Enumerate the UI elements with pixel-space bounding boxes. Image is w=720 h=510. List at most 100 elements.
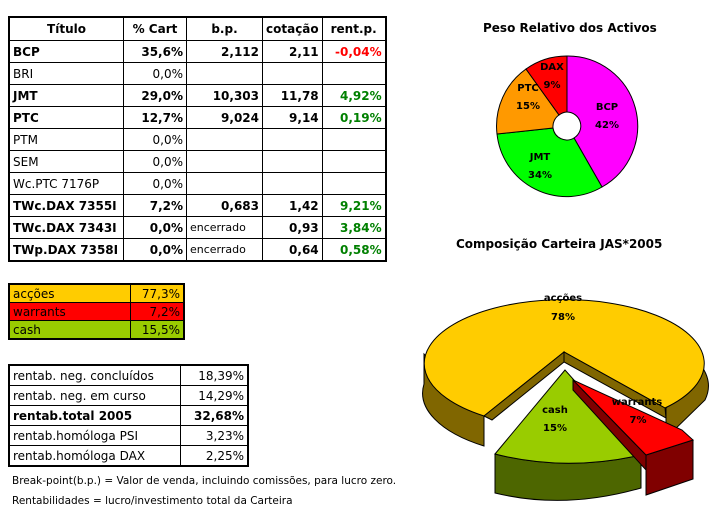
cell-rent: 9,21%	[321, 194, 387, 217]
cell-cart: 0,0%	[123, 128, 187, 151]
pie-3d-chart: acções 78% cash 15% warrants 7%	[422, 293, 709, 501]
cell-cart: 0,0%	[123, 150, 187, 173]
cell-bp: 2,112	[186, 40, 263, 63]
table-row: PTC 12,7% 9,024 9,14 0,19%	[8, 106, 387, 129]
cell-bp	[186, 62, 263, 85]
allocation-value: 77,3%	[130, 283, 185, 303]
table-row: PTM 0,0%	[8, 128, 387, 151]
header-rent: rent.p.	[321, 16, 387, 41]
returns-row: rentab.homóloga PSI 3,23%	[8, 425, 249, 446]
slice-bcp	[566, 55, 639, 188]
cell-bp: encerrado	[186, 238, 263, 262]
table-row: TWp.DAX 7358I 0,0% encerrado 0,64 0,58%	[8, 238, 387, 262]
table-row: BCP 35,6% 2,112 2,11 -0,04%	[8, 40, 387, 63]
holdings-table: Título % Cart b.p. cotação rent.p. BCP 35…	[8, 16, 387, 262]
returns-value: 32,68%	[180, 405, 249, 426]
returns-value: 18,39%	[180, 364, 249, 386]
slice-dax	[525, 55, 568, 116]
label-jmt: JMT	[529, 152, 551, 163]
cell-rent: 4,92%	[321, 84, 387, 107]
cell-cart: 12,7%	[123, 106, 187, 129]
cell-cotacao	[262, 128, 323, 151]
chart-title-peso: Peso Relativo dos Activos	[483, 21, 657, 35]
chart-title-composicao: Composição Carteira JAS*2005	[456, 237, 663, 251]
label-bcp-pct: 42%	[595, 120, 619, 131]
slice-ptc	[496, 68, 560, 135]
cell-titulo: SEM	[8, 150, 124, 173]
slice-accoes	[423, 299, 705, 417]
returns-value: 2,25%	[180, 445, 249, 467]
table-row: BRI 0,0%	[8, 62, 387, 85]
label-accoes: acções	[544, 293, 582, 304]
cell-titulo: BCP	[8, 40, 124, 63]
cell-rent	[321, 150, 387, 173]
cell-rent: 0,19%	[321, 106, 387, 129]
slice-warrants	[572, 379, 694, 456]
cell-rent	[321, 62, 387, 85]
cell-cotacao: 0,64	[262, 238, 323, 262]
cell-cotacao: 1,42	[262, 194, 323, 217]
allocation-label: acções	[8, 283, 131, 303]
cell-cotacao: 2,11	[262, 40, 323, 63]
header-cotacao: cotação	[262, 16, 323, 41]
cell-titulo: TWc.DAX 7343I	[8, 216, 124, 239]
allocation-table: acções 77,3% warrants 7,2% cash 15,5%	[8, 283, 185, 340]
cell-bp: encerrado	[186, 216, 263, 239]
cell-titulo: PTC	[8, 106, 124, 129]
allocation-row: acções 77,3%	[8, 283, 185, 303]
cell-cotacao	[262, 150, 323, 173]
allocation-label: cash	[8, 320, 131, 340]
label-jmt-pct: 34%	[528, 170, 552, 181]
label-bcp: BCP	[596, 102, 618, 113]
note-rentabilidades: Rentabilidades = lucro/investimento tota…	[12, 495, 293, 507]
allocation-value: 7,2%	[130, 302, 185, 321]
slice-accoes-wall2	[563, 351, 667, 419]
doughnut-chart: BCP 42% JMT 34% PTC 15% DAX 9%	[496, 55, 639, 198]
label-ptc: PTC	[517, 83, 539, 94]
cell-cart: 7,2%	[123, 194, 187, 217]
label-dax-pct: 9%	[544, 80, 561, 91]
allocation-label: warrants	[8, 302, 131, 321]
label-cash: cash	[542, 405, 568, 416]
returns-row: rentab.total 2005 32,68%	[8, 405, 249, 426]
header-bp: b.p.	[186, 16, 263, 41]
slice-cash	[494, 369, 642, 464]
cell-titulo: TWp.DAX 7358I	[8, 238, 124, 262]
allocation-row: cash 15,5%	[8, 320, 185, 340]
returns-label: rentab.homóloga PSI	[8, 425, 181, 446]
cell-bp: 10,303	[186, 84, 263, 107]
cell-rent	[321, 128, 387, 151]
table-row: TWc.DAX 7355I 7,2% 0,683 1,42 9,21%	[8, 194, 387, 217]
cell-titulo: BRI	[8, 62, 124, 85]
returns-value: 14,29%	[180, 385, 249, 406]
returns-table: rentab. neg. concluídos 18,39% rentab. neg…	[8, 364, 249, 467]
label-warrants-pct: 7%	[630, 415, 647, 426]
returns-label: rentab.homóloga DAX	[8, 445, 181, 467]
label-ptc-pct: 15%	[516, 101, 540, 112]
cell-rent: 3,84%	[321, 216, 387, 239]
cell-bp: 9,024	[186, 106, 263, 129]
cell-cotacao	[262, 172, 323, 195]
slice-jmt	[496, 127, 603, 198]
note-breakpoint: Break-point(b.p.) = Valor de venda, incl…	[12, 475, 397, 487]
cell-bp	[186, 172, 263, 195]
table-row: SEM 0,0%	[8, 150, 387, 173]
cell-titulo: Wc.PTC 7176P	[8, 172, 124, 195]
table-row: TWc.DAX 7343I 0,0% encerrado 0,93 3,84%	[8, 216, 387, 239]
cell-titulo: PTM	[8, 128, 124, 151]
returns-row: rentab. neg. em curso 14,29%	[8, 385, 249, 406]
cell-bp: 0,683	[186, 194, 263, 217]
cell-cotacao: 9,14	[262, 106, 323, 129]
table-row: Wc.PTC 7176P 0,0%	[8, 172, 387, 195]
cell-cotacao	[262, 62, 323, 85]
allocation-row: warrants 7,2%	[8, 302, 185, 321]
cell-rent: -0,04%	[321, 40, 387, 63]
cell-cart: 0,0%	[123, 62, 187, 85]
cell-cart: 0,0%	[123, 172, 187, 195]
returns-label: rentab. neg. concluídos	[8, 364, 181, 386]
cell-bp	[186, 150, 263, 173]
cell-titulo: TWc.DAX 7355I	[8, 194, 124, 217]
cell-cotacao: 11,78	[262, 84, 323, 107]
holdings-header-row: Título % Cart b.p. cotação rent.p.	[8, 16, 387, 41]
returns-row: rentab. neg. concluídos 18,39%	[8, 364, 249, 386]
